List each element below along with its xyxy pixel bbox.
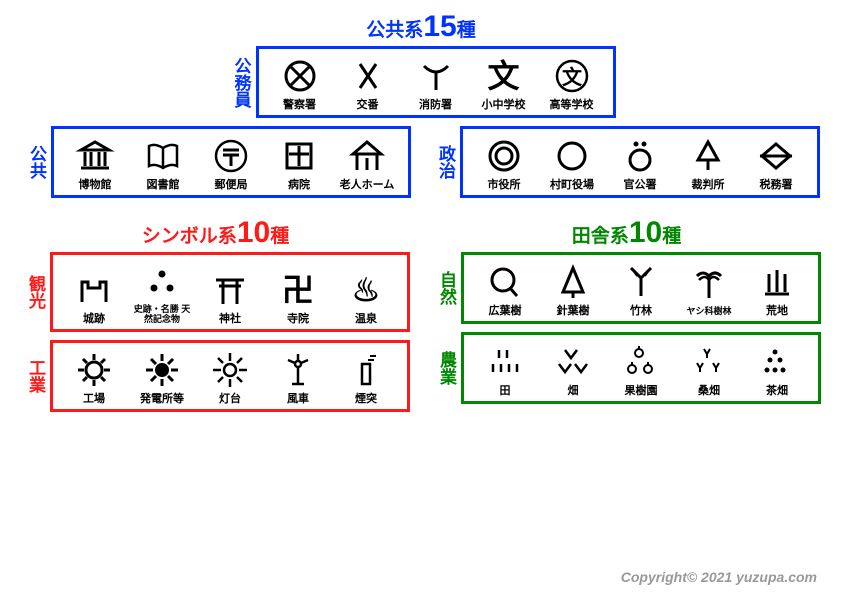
seiji-label: 政治 [431, 126, 460, 198]
tax-icon [758, 135, 794, 177]
infographic-root: 公共系15種 公務員 警察署 交番 消防署 [20, 10, 822, 412]
item-temple: 卍 寺院 [267, 261, 329, 325]
oldhome-icon [349, 135, 385, 177]
item-chimney: 煙突 [335, 349, 397, 405]
item-power: 発電所等 [131, 349, 193, 405]
symbol-title: シンボル系10種 [142, 216, 289, 250]
item-govt: 官公署 [609, 135, 671, 191]
hospital-icon [281, 135, 317, 177]
item-city: 市役所 [473, 135, 535, 191]
town-icon [554, 135, 590, 177]
kogyo-label: 工業 [21, 340, 50, 412]
bamboo-icon [623, 261, 659, 303]
item-waste: 荒地 [746, 261, 808, 317]
item-rice: 田 [474, 341, 536, 397]
field-icon [555, 341, 591, 383]
group-koukyo: 公共 博物館 図書館 郵便局 [22, 126, 411, 198]
temple-icon: 卍 [282, 269, 314, 311]
court-icon [690, 135, 726, 177]
item-police: 警察署 [269, 55, 331, 111]
rice-icon [487, 341, 523, 383]
factory-icon [76, 349, 112, 391]
chimney-icon [348, 349, 384, 391]
monument-icon [144, 261, 180, 303]
item-windmill: 風車 [267, 349, 329, 405]
broad-icon [487, 261, 523, 303]
high-icon: 文 [554, 55, 590, 97]
inaka-title: 田舎系10種 [572, 216, 681, 250]
koban-icon [350, 55, 386, 97]
item-elem: 文 小中学校 [473, 55, 535, 111]
lighthouse-icon [212, 349, 248, 391]
shrine-icon [212, 269, 248, 311]
item-tea: 茶畑 [746, 341, 808, 397]
govt-icon [622, 135, 658, 177]
group-kogyo: 工業 工場 発電所等 灯台 [21, 340, 410, 412]
item-field: 畑 [542, 341, 604, 397]
item-orchard: 果樹園 [610, 341, 672, 397]
item-museum: 博物館 [64, 135, 126, 191]
item-post: 郵便局 [200, 135, 262, 191]
palm-icon [691, 263, 727, 305]
elem-icon: 文 [487, 55, 519, 97]
tea-icon [759, 341, 795, 383]
item-hospital: 病院 [268, 135, 330, 191]
post-icon [213, 135, 249, 177]
mulberry-icon [691, 341, 727, 383]
fire-icon [418, 55, 454, 97]
item-onsen: ♨ 温泉 [335, 261, 397, 325]
item-oldhome: 老人ホーム [336, 135, 398, 191]
item-mulberry: 桑畑 [678, 341, 740, 397]
group-shizen: 自然 広葉樹 針葉樹 竹林 [432, 252, 821, 324]
item-bamboo: 竹林 [610, 261, 672, 317]
item-court: 裁判所 [677, 135, 739, 191]
group-seiji: 政治 市役所 村町役場 官公署 [431, 126, 820, 198]
castle-icon [76, 269, 112, 311]
onsen-icon: ♨ [352, 269, 381, 311]
section-symbol: シンボル系10種 観光 城跡 史跡・名勝 天然記念物 神社 [20, 216, 411, 412]
copyright-text: Copyright© 2021 yuzupa.com [621, 569, 817, 585]
item-palm: ヤシ科樹林 [678, 261, 740, 317]
group-nogyo: 農業 田 畑 果樹園 桑畑 [432, 332, 821, 404]
svg-text:文: 文 [562, 65, 583, 89]
group-komuin: 公務員 警察署 交番 消防署 文 [227, 46, 616, 118]
item-lighthouse: 灯台 [199, 349, 261, 405]
item-shrine: 神社 [199, 261, 261, 325]
item-tax: 税務署 [745, 135, 807, 191]
koukyo-label: 公共 [22, 126, 51, 198]
item-monument: 史跡・名勝 天然記念物 [131, 261, 193, 325]
city-icon [486, 135, 522, 177]
section-inaka: 田舎系10種 自然 広葉樹 針葉樹 竹林 [431, 216, 822, 404]
komuin-label: 公務員 [227, 46, 256, 118]
item-fire: 消防署 [405, 55, 467, 111]
item-library: 図書館 [132, 135, 194, 191]
police-icon [282, 55, 318, 97]
item-castle: 城跡 [63, 261, 125, 325]
item-koban: 交番 [337, 55, 399, 111]
needle-icon [555, 261, 591, 303]
group-kanko: 観光 城跡 史跡・名勝 天然記念物 神社 卍 [21, 252, 410, 332]
library-icon [145, 135, 181, 177]
shizen-label: 自然 [432, 252, 461, 324]
waste-icon [759, 261, 795, 303]
section-public: 公共系15種 公務員 警察署 交番 消防署 [20, 10, 822, 198]
power-icon [144, 349, 180, 391]
item-broad: 広葉樹 [474, 261, 536, 317]
item-needle: 針葉樹 [542, 261, 604, 317]
museum-icon [77, 135, 113, 177]
item-high: 文 高等学校 [541, 55, 603, 111]
item-town: 村町役場 [541, 135, 603, 191]
public-title: 公共系15種 [20, 10, 822, 44]
nogyo-label: 農業 [432, 332, 461, 404]
kanko-label: 観光 [21, 252, 50, 332]
windmill-icon [280, 349, 316, 391]
item-factory: 工場 [63, 349, 125, 405]
orchard-icon [623, 341, 659, 383]
